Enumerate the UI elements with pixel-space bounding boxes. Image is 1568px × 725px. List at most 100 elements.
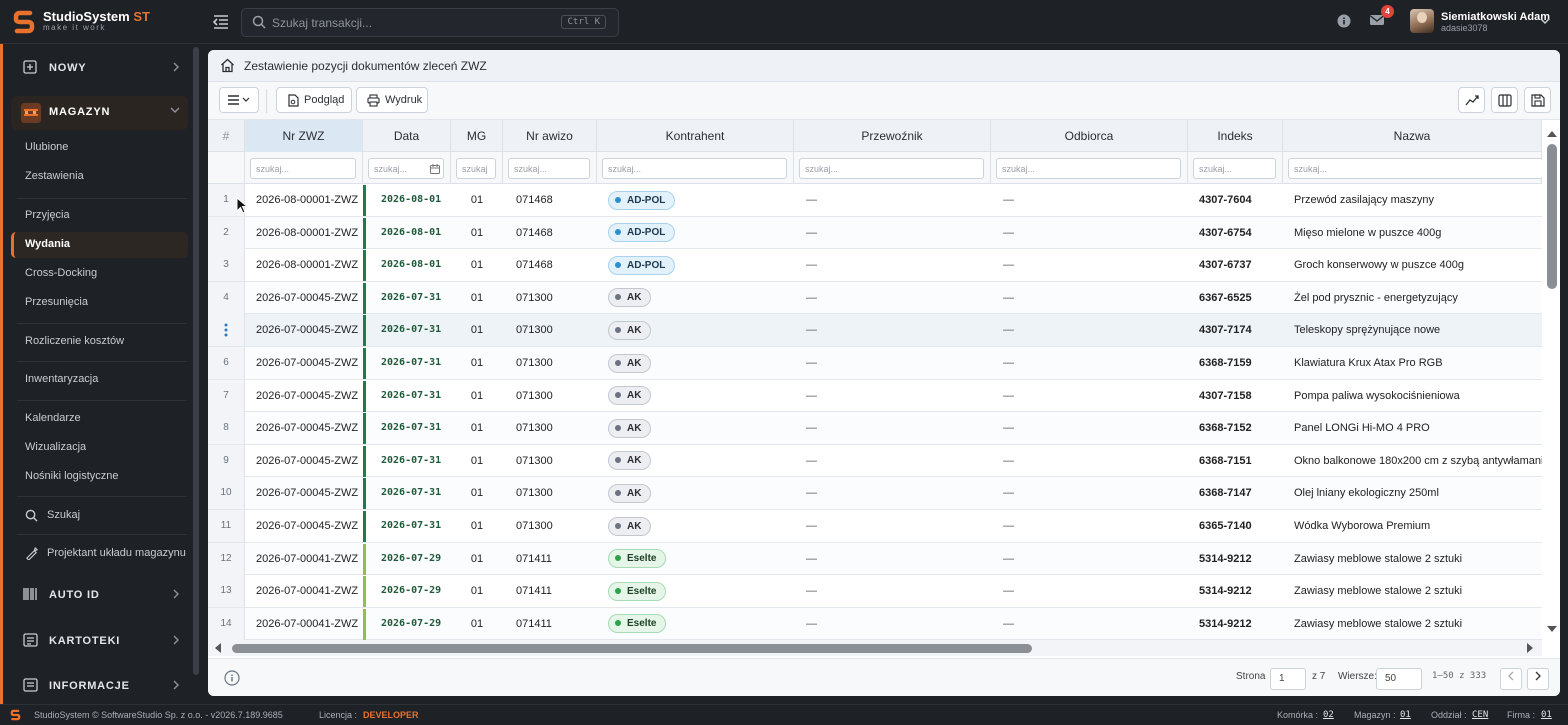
table-row[interactable]: 6 2026-07-00045-ZWZ 2026-07-31 01 071300 AK — —… <box>208 347 1542 380</box>
calendar-icon[interactable] <box>430 164 440 174</box>
sidebar-section-magazyn[interactable]: MAGAZYN <box>11 96 188 130</box>
oddzial-value[interactable]: CEN <box>1472 710 1489 720</box>
contractor-badge[interactable]: AK <box>608 288 652 308</box>
sidebar-section-informacje[interactable]: INFORMACJE <box>11 670 188 702</box>
sidebar-item-zestawienia[interactable]: Zestawienia <box>11 164 188 190</box>
column-header-nr-awizo[interactable]: Nr awizo <box>503 120 597 152</box>
sidebar-item-szukaj[interactable]: Szukaj <box>11 503 188 529</box>
contractor-badge[interactable]: AK <box>608 320 652 340</box>
sidebar-item-kalendarze[interactable]: Kalendarze <box>11 406 188 432</box>
home-icon[interactable] <box>220 58 235 73</box>
save-layout-button[interactable] <box>1524 87 1551 113</box>
table-row[interactable]: 9 2026-07-00045-ZWZ 2026-07-31 01 071300 AK — —… <box>208 444 1542 478</box>
columns-button[interactable] <box>1491 87 1518 113</box>
contractor-badge[interactable]: AK <box>608 516 652 536</box>
filter-input-nr-zwz[interactable] <box>250 158 356 179</box>
table-row[interactable]: 4 2026-07-00045-ZWZ 2026-07-31 01 071300 AK — —… <box>208 281 1542 315</box>
table-row[interactable]: 14 2026-07-00041-ZWZ 2026-07-29 01 071411 Ese… <box>208 607 1542 640</box>
transaction-search[interactable]: Ctrl K <box>241 8 619 37</box>
column-header-przewoznik[interactable]: Przewoźnik <box>794 120 991 152</box>
rows-per-page-input[interactable]: 50 <box>1376 668 1422 690</box>
filter-input-nazwa[interactable] <box>1288 158 1542 179</box>
sidebar-item-ulubione[interactable]: Ulubione <box>11 135 188 161</box>
column-header-num[interactable]: # <box>208 120 245 152</box>
print-button[interactable]: Wydruk <box>356 87 428 113</box>
column-header-mg[interactable]: MG <box>451 120 503 152</box>
mail-icon[interactable] <box>1369 13 1385 27</box>
contractor-badge[interactable]: AD-POL <box>608 190 676 210</box>
sidebar-item-przesuniecia[interactable]: Przesunięcia <box>11 290 188 316</box>
column-header-indeks[interactable]: Indeks <box>1188 120 1283 152</box>
prev-page-button[interactable] <box>1500 668 1522 690</box>
sidebar-section-nowy[interactable]: NOWY <box>11 52 188 84</box>
sidebar-item-rozliczenie-kosztow[interactable]: Rozliczenie kosztów <box>11 329 188 355</box>
firma-value[interactable]: 01 <box>1541 710 1552 720</box>
column-header-nr-zwz[interactable]: Nr ZWZ <box>245 120 363 152</box>
table-row[interactable]: 7 2026-07-00045-ZWZ 2026-07-31 01 071300 AK — —… <box>208 379 1542 413</box>
column-header-data[interactable]: Data <box>363 120 451 152</box>
sidebar-item-przyjecia[interactable]: Przyjęcia <box>11 203 188 229</box>
chart-button[interactable] <box>1458 87 1485 113</box>
filter-input-kontrahent[interactable] <box>602 158 787 179</box>
column-header-odbiorca[interactable]: Odbiorca <box>991 120 1188 152</box>
vertical-scroll-thumb[interactable] <box>1547 144 1557 289</box>
next-page-button[interactable] <box>1527 668 1549 690</box>
page-number-input[interactable]: 1 <box>1270 668 1306 690</box>
contractor-badge[interactable]: AK <box>608 451 652 471</box>
komorka-value[interactable]: 02 <box>1323 710 1334 720</box>
sidebar-item-inwentaryzacja[interactable]: Inwentaryzacja <box>11 367 188 393</box>
menu-dropdown-button[interactable] <box>219 87 259 113</box>
table-row[interactable]: 10 2026-07-00045-ZWZ 2026-07-31 01 071300 AK —… <box>208 477 1542 510</box>
contractor-badge[interactable]: AK <box>608 483 652 503</box>
table-row[interactable]: 2026-07-00045-ZWZ 2026-07-31 01 071300 AK — — 4… <box>208 314 1542 347</box>
horizontal-scrollbar[interactable] <box>208 640 1542 656</box>
table-row[interactable]: 3 2026-08-00001-ZWZ 2026-08-01 01 071468 AD-P… <box>208 249 1542 282</box>
contractor-badge[interactable]: Eselte <box>608 549 667 569</box>
column-header-kontrahent[interactable]: Kontrahent <box>597 120 794 152</box>
row-menu-icon[interactable] <box>224 323 228 337</box>
chevron-down-icon[interactable] <box>1540 17 1550 25</box>
sidebar-scrollbar[interactable] <box>193 47 199 675</box>
sidebar-item-wizualizacja[interactable]: Wizualizacja <box>11 435 188 461</box>
filter-input-data[interactable] <box>368 158 444 179</box>
filter-input-odbiorca[interactable] <box>996 158 1181 179</box>
sidebar-section-kartoteki[interactable]: KARTOTEKI <box>11 625 188 657</box>
avatar[interactable] <box>1410 9 1434 33</box>
info-icon[interactable] <box>1337 14 1351 28</box>
preview-button[interactable]: Podgląd <box>276 87 352 113</box>
contractor-badge[interactable]: AD-POL <box>608 255 676 275</box>
contractor-badge[interactable]: AK <box>608 418 652 438</box>
table-row[interactable]: 2 2026-08-00001-ZWZ 2026-08-01 01 071468 AD-P… <box>208 216 1542 250</box>
column-header-nazwa[interactable]: Nazwa <box>1283 120 1542 152</box>
table-row[interactable]: 11 2026-07-00045-ZWZ 2026-07-31 01 071300 AK —… <box>208 510 1542 543</box>
table-row[interactable]: 1 2026-08-00001-ZWZ 2026-08-01 01 071468 AD-P… <box>208 184 1542 217</box>
info-circle-icon[interactable] <box>224 670 240 686</box>
scroll-right-icon[interactable] <box>1526 643 1534 653</box>
table-row[interactable]: 8 2026-07-00045-ZWZ 2026-07-31 01 071300 AK — —… <box>208 412 1542 445</box>
user-info[interactable]: Siemiatkowski Adam adasie3078 <box>1441 11 1550 33</box>
filter-input-nr-awizo[interactable] <box>508 158 590 179</box>
contractor-badge[interactable]: Eselte <box>608 614 667 634</box>
cell-nr-zwz: 2026-07-00045-ZWZ <box>245 282 363 314</box>
contractor-badge[interactable]: AD-POL <box>608 223 676 243</box>
collapse-sidebar-icon[interactable] <box>212 13 230 31</box>
filter-input-indeks[interactable] <box>1193 158 1276 179</box>
horizontal-scroll-thumb[interactable] <box>232 644 1032 653</box>
sidebar-section-auto-id[interactable]: AUTO ID <box>11 579 188 611</box>
sidebar-item-projektant[interactable]: Projektant układu magazynu <box>11 541 188 567</box>
contractor-badge[interactable]: Eselte <box>608 581 667 601</box>
contractor-badge[interactable]: AK <box>608 353 652 373</box>
studiosystem-logo-icon[interactable] <box>12 9 36 35</box>
sidebar-item-cross-docking[interactable]: Cross-Docking <box>11 261 188 287</box>
filter-input-mg[interactable] <box>456 158 496 179</box>
sidebar-item-nosniki-logistyczne[interactable]: Nośniki logistyczne <box>11 464 188 490</box>
magazyn-value[interactable]: 01 <box>1400 710 1411 720</box>
table-row[interactable]: 13 2026-07-00041-ZWZ 2026-07-29 01 071411 Ese… <box>208 575 1542 608</box>
filter-input-przewoznik[interactable] <box>799 158 984 179</box>
search-input[interactable] <box>272 14 552 32</box>
contractor-badge[interactable]: AK <box>608 386 652 406</box>
sidebar-item-wydania[interactable]: Wydania <box>11 232 188 258</box>
table-row[interactable]: 12 2026-07-00041-ZWZ 2026-07-29 01 071411 Ese… <box>208 542 1542 576</box>
scroll-left-icon[interactable] <box>214 643 222 653</box>
vertical-scrollbar[interactable] <box>1546 126 1558 638</box>
